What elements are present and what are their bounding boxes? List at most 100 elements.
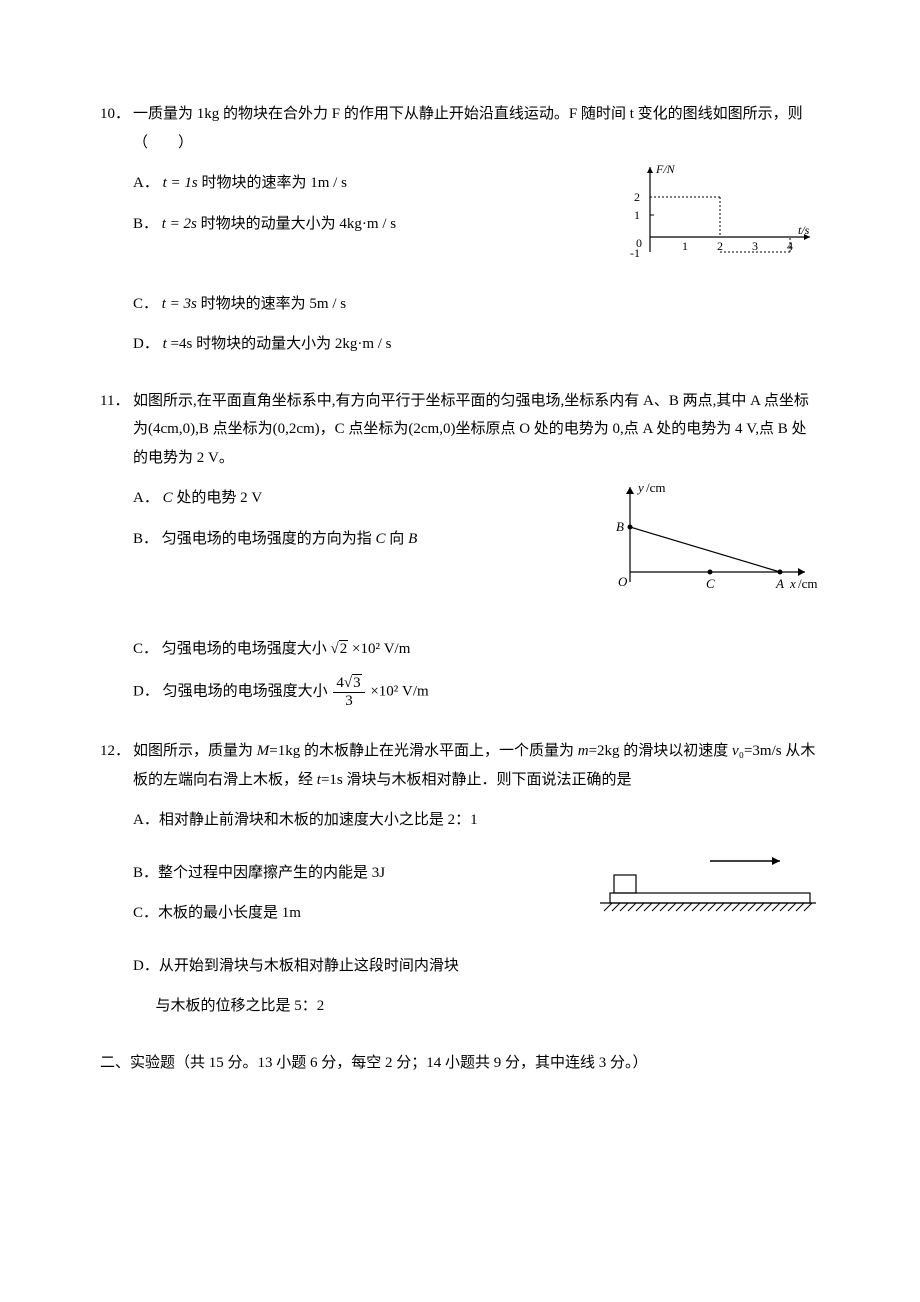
q10-head: 10． 一质量为 1kg 的物块在合外力 F 的作用下从静止开始沿直线运动。F … bbox=[100, 100, 820, 157]
q11-a-txt: C C 处的电势 2 V处的电势 2 V bbox=[163, 490, 263, 506]
q11-row-ab-fig: A． C C 处的电势 2 V处的电势 2 V B． 匀强电场的电场强度的方向为… bbox=[133, 472, 820, 623]
svg-text:/cm: /cm bbox=[798, 576, 818, 591]
q12-opt-b: B．整个过程中因摩擦产生的内能是 3J bbox=[133, 859, 570, 888]
q10-chart-svg: 2 1 0 -1 1 2 3 4 F/N t/s bbox=[610, 157, 820, 267]
q11-opt-c: C． 匀强电场的电场强度大小 2 ×10² V/m bbox=[133, 635, 820, 664]
q11-opt-a-text: A． C C 处的电势 2 V处的电势 2 V bbox=[133, 484, 570, 513]
question-12: 12． 如图所示，质量为 M=1kg 的木板静止在光滑水平面上，一个质量为 m=… bbox=[100, 737, 820, 1021]
q11-d-num: 4 bbox=[336, 675, 344, 691]
q10-options: A． t = 1s 时物块的速率为 1m / s B． t = 2s 时物块的动… bbox=[133, 157, 820, 359]
q12-options: A．相对静止前滑块和木板的加速度大小之比是 2：1 B．整个过程中因摩擦产生的内… bbox=[133, 806, 820, 1021]
fraction: 43 3 bbox=[333, 675, 364, 709]
q10-d-val: 2kg·m / s bbox=[335, 336, 392, 352]
svg-text:C: C bbox=[706, 576, 715, 591]
opt-label: B． bbox=[133, 216, 158, 232]
q10-opt-c: C． t = 3s 时物块的速率为 5m / s bbox=[133, 290, 820, 319]
q11-opt-b: B． 匀强电场的电场强度的方向为指 C 向 B bbox=[133, 525, 570, 554]
q10-opt-b: B． t = 2s 时物块的动量大小为 4kg·m / s bbox=[133, 210, 590, 239]
q11-d-sqrt: 3 bbox=[352, 674, 362, 691]
svg-text:t/s: t/s bbox=[798, 223, 810, 237]
q11-opt-d-text: D． 匀强电场的电场强度大小 43 3 ×10² V/m bbox=[133, 675, 820, 709]
q11-diagram-svg: y/cm x/cm B C A O bbox=[590, 472, 820, 612]
q11-opt-d: D． 匀强电场的电场强度大小 43 3 ×10² V/m bbox=[133, 675, 820, 709]
q11-c-sqrt: 2 bbox=[339, 640, 349, 657]
q11-b-txt: 匀强电场的电场强度的方向为指 C 向 B bbox=[162, 531, 417, 547]
q10-opt-c-text: C． t = 3s 时物块的速率为 5m / s bbox=[133, 290, 820, 319]
q12-diagram-svg bbox=[590, 847, 820, 927]
question-10: 10． 一质量为 1kg 的物块在合外力 F 的作用下从静止开始沿直线运动。F … bbox=[100, 100, 820, 359]
q11-d-post: ×10² V/m bbox=[370, 683, 428, 699]
frac-num: 43 bbox=[333, 675, 364, 693]
q10-opt-d: D． t =4s 时物块的动量大小为 2kg·m / s bbox=[133, 330, 820, 359]
svg-text:y: y bbox=[636, 480, 644, 495]
q12-opt-d-text: D．从开始到滑块与木板相对静止这段时间内滑块 bbox=[133, 952, 820, 981]
q12-number: 12． bbox=[100, 737, 133, 766]
q10-row-ab-fig: A． t = 1s 时物块的速率为 1m / s B． t = 2s 时物块的动… bbox=[133, 157, 820, 278]
svg-text:1: 1 bbox=[682, 239, 688, 253]
q12-opts-bc: B．整个过程中因摩擦产生的内能是 3J C．木板的最小长度是 1m bbox=[133, 847, 570, 940]
q11-head: 11． 如图所示,在平面直角坐标系中,有方向平行于坐标平面的匀强电场,坐标系内有… bbox=[100, 387, 820, 473]
opt-label: D． bbox=[133, 683, 159, 699]
q10-opt-b-text: B． t = 2s 时物块的动量大小为 4kg·m / s bbox=[133, 210, 590, 239]
q10-opt-a: A． t = 1s 时物块的速率为 1m / s bbox=[133, 169, 590, 198]
opt-label: C． bbox=[133, 641, 158, 657]
q10-opt-d-text: D． t =4s 时物块的动量大小为 2kg·m / s bbox=[133, 330, 820, 359]
svg-text:O: O bbox=[618, 574, 628, 589]
q11-opt-a: A． C C 处的电势 2 V处的电势 2 V bbox=[133, 484, 570, 513]
svg-text:A: A bbox=[775, 576, 784, 591]
q10-d-pre: t bbox=[163, 336, 167, 352]
q12-opt-a-text: A．相对静止前滑块和木板的加速度大小之比是 2：1 bbox=[133, 806, 820, 835]
question-11: 11． 如图所示,在平面直角坐标系中,有方向平行于坐标平面的匀强电场,坐标系内有… bbox=[100, 387, 820, 710]
svg-text:3: 3 bbox=[752, 239, 758, 253]
q10-stem: 一质量为 1kg 的物块在合外力 F 的作用下从静止开始沿直线运动。F 随时间 … bbox=[133, 100, 820, 157]
q11-figure: y/cm x/cm B C A O bbox=[590, 472, 820, 623]
q10-b-val: 4kg·m / s bbox=[339, 216, 396, 232]
q12-opt-d2-text: 与木板的位移之比是 5：2 bbox=[156, 992, 821, 1021]
q11-c-pre: 匀强电场的电场强度大小 bbox=[162, 641, 327, 657]
svg-text:1: 1 bbox=[634, 208, 640, 222]
q11-opts-ab: A． C C 处的电势 2 V处的电势 2 V B． 匀强电场的电场强度的方向为… bbox=[133, 472, 570, 565]
q10-b-post: 时物块的动量大小为 bbox=[201, 216, 340, 232]
q10-figure: 2 1 0 -1 1 2 3 4 F/N t/s bbox=[610, 157, 820, 278]
q12-opt-d: D．从开始到滑块与木板相对静止这段时间内滑块 bbox=[133, 952, 820, 981]
q10-a-pre: t = 1s bbox=[163, 175, 198, 191]
q10-opts-ab: A． t = 1s 时物块的速率为 1m / s B． t = 2s 时物块的动… bbox=[133, 157, 590, 250]
svg-text:/cm: /cm bbox=[646, 480, 666, 495]
q10-c-pre: t = 3s bbox=[162, 296, 197, 312]
q12-opt-b-text: B．整个过程中因摩擦产生的内能是 3J bbox=[133, 859, 570, 888]
opt-label: C． bbox=[133, 296, 158, 312]
q10-number: 10． bbox=[100, 100, 133, 129]
opt-label: A． bbox=[133, 175, 159, 191]
q10-a-val: 1m / s bbox=[310, 175, 347, 191]
q12-opt-c-text: C．木板的最小长度是 1m bbox=[133, 899, 570, 928]
q11-opt-b-text: B． 匀强电场的电场强度的方向为指 C 向 B bbox=[133, 525, 570, 554]
q11-stem: 如图所示,在平面直角坐标系中,有方向平行于坐标平面的匀强电场,坐标系内有 A、B… bbox=[133, 387, 820, 473]
q12-row-bc-fig: B．整个过程中因摩擦产生的内能是 3J C．木板的最小长度是 1m bbox=[133, 847, 820, 940]
frac-den: 3 bbox=[333, 693, 364, 710]
q11-c-post: ×10² V/m bbox=[352, 641, 410, 657]
opt-label: B． bbox=[133, 531, 158, 547]
q12-head: 12． 如图所示，质量为 M=1kg 的木板静止在光滑水平面上，一个质量为 m=… bbox=[100, 737, 820, 794]
q12-opt-c: C．木板的最小长度是 1m bbox=[133, 899, 570, 928]
sqrt-icon: 2 bbox=[331, 635, 349, 664]
svg-text:2: 2 bbox=[717, 239, 723, 253]
q11-d-pre: 匀强电场的电场强度大小 bbox=[163, 683, 328, 699]
q10-c-val: 5m / s bbox=[309, 296, 346, 312]
section-2-heading: 二、实验题（共 15 分。13 小题 6 分，每空 2 分；14 小题共 9 分… bbox=[100, 1049, 820, 1078]
q10-b-pre: t = 2s bbox=[162, 216, 197, 232]
opt-label: D． bbox=[133, 336, 159, 352]
svg-text:F/N: F/N bbox=[655, 162, 676, 176]
opt-label: A． bbox=[133, 490, 159, 506]
q12-figure bbox=[590, 847, 820, 938]
q12-stem: 如图所示，质量为 M=1kg 的木板静止在光滑水平面上，一个质量为 m=2kg … bbox=[133, 737, 820, 794]
q11-opt-c-text: C． 匀强电场的电场强度大小 2 ×10² V/m bbox=[133, 635, 820, 664]
svg-text:x: x bbox=[789, 576, 796, 591]
q10-c-post: 时物块的速率为 bbox=[201, 296, 310, 312]
q12-opt-a: A．相对静止前滑块和木板的加速度大小之比是 2：1 bbox=[133, 806, 820, 835]
q10-opt-a-text: A． t = 1s 时物块的速率为 1m / s bbox=[133, 169, 590, 198]
q12-opt-d-cont: 与木板的位移之比是 5：2 bbox=[156, 992, 821, 1021]
svg-text:2: 2 bbox=[634, 190, 640, 204]
q10-d-mid: =4s 时物块的动量大小为 bbox=[171, 336, 335, 352]
q11-number: 11． bbox=[100, 387, 133, 416]
svg-text:-1: -1 bbox=[630, 246, 640, 260]
